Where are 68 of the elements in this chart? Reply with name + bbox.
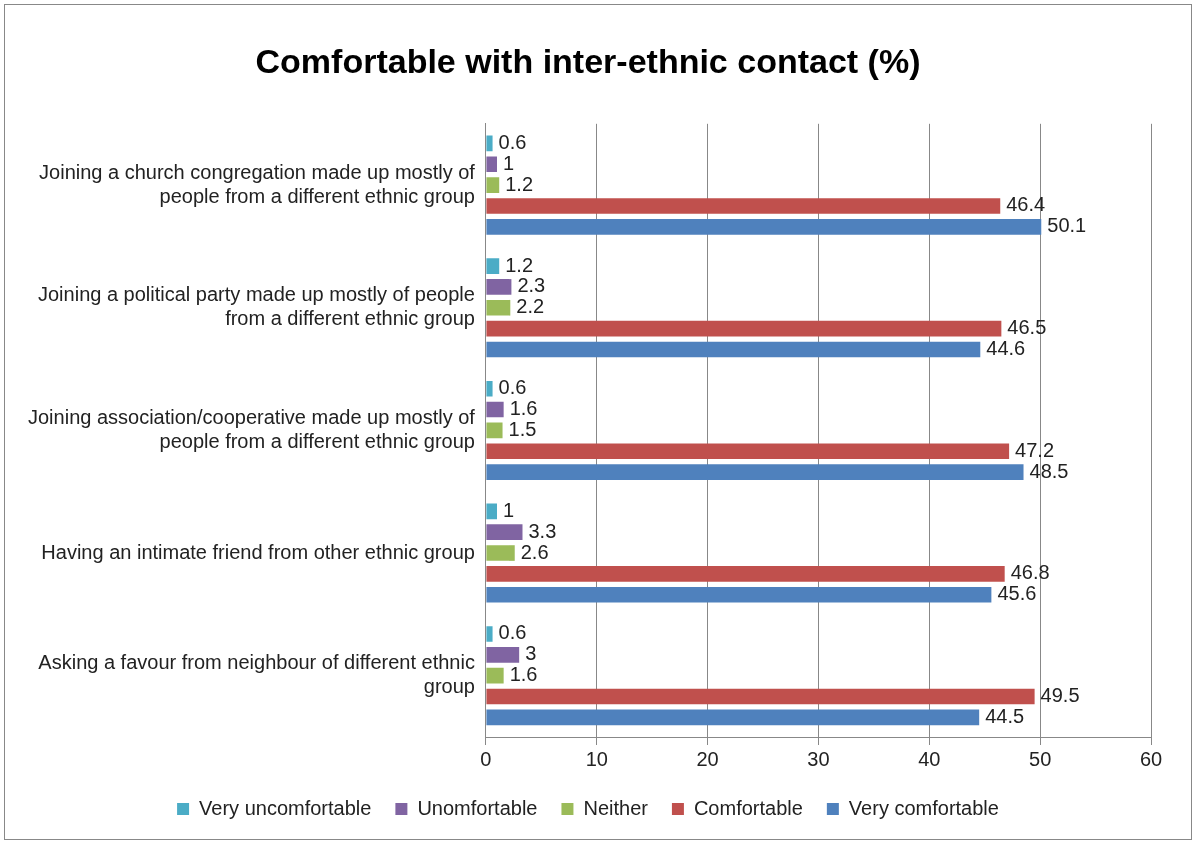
bar	[486, 320, 1002, 337]
data-label: 1.6	[509, 397, 538, 420]
x-tick-label: 0	[480, 747, 492, 770]
data-label: 2.3	[517, 274, 546, 297]
data-label: 0.6	[498, 376, 527, 399]
data-label: 49.5	[1040, 684, 1080, 707]
x-tick-label: 50	[1029, 747, 1052, 770]
data-label: 46.8	[1010, 561, 1050, 584]
data-label: 1	[503, 151, 515, 174]
data-label: 1	[503, 498, 515, 521]
bar	[486, 545, 515, 561]
bar	[486, 647, 520, 663]
x-tick-label: 40	[918, 747, 941, 770]
bar	[486, 219, 1042, 235]
bar	[486, 524, 523, 541]
data-label: 50.1	[1047, 214, 1087, 237]
data-label: 1.2	[505, 172, 534, 195]
bar	[486, 443, 1010, 460]
bar	[486, 299, 511, 316]
bar	[486, 688, 1035, 705]
x-tick-label: 10	[585, 747, 608, 770]
bar	[486, 258, 500, 274]
data-label: 1.5	[508, 417, 537, 440]
bar	[486, 709, 980, 726]
data-label: 48.5	[1029, 459, 1069, 482]
y-tick-label: Joining a church congregation made up mostly of people from a different ethnic group	[39, 160, 476, 207]
bar	[486, 341, 981, 358]
data-label: 45.6	[997, 582, 1037, 605]
x-tick-label: 30	[807, 747, 830, 770]
data-label: 46.4	[1006, 193, 1046, 216]
x-tick-label: 60	[1139, 747, 1163, 770]
bar	[486, 586, 992, 603]
data-label: 44.5	[985, 704, 1025, 727]
legend-label: Comfortable	[693, 796, 803, 819]
data-label: 46.5	[1007, 316, 1047, 339]
y-tick-label: Joining a political party made up mostly of people from a different ethnic group	[37, 283, 475, 330]
chart-title: Comfortable with inter-ethnic contact (%)	[255, 41, 921, 80]
data-label: 3	[525, 642, 537, 665]
data-label: 2.2	[516, 295, 545, 318]
bar	[486, 380, 493, 397]
legend-label: Very comfortable	[848, 796, 999, 819]
bar	[486, 566, 1005, 582]
data-label: 0.6	[498, 621, 527, 644]
data-label: 0.6	[498, 130, 527, 153]
data-label: 1.2	[505, 253, 534, 276]
legend-label: Very uncomfortable	[199, 796, 372, 819]
bar	[486, 198, 1001, 214]
data-label: 2.6	[520, 540, 549, 563]
bar	[486, 422, 503, 439]
bar	[486, 135, 493, 152]
bar	[486, 177, 500, 193]
y-tick-label: Asking a favour from neighbour of different ethnic group	[38, 651, 475, 698]
bar	[486, 626, 493, 642]
bar	[486, 503, 497, 520]
y-tick-label: Having an intimate friend from other ethnic group	[41, 540, 475, 563]
data-label: 1.6	[509, 663, 538, 686]
bar	[486, 401, 504, 418]
bar	[486, 464, 1024, 480]
bar	[486, 667, 504, 684]
data-label: 47.2	[1015, 438, 1055, 461]
y-tick-label: Joining association/cooperative made up mostly of people from a different ethnic group	[27, 405, 476, 452]
legend-label: Neither	[583, 796, 649, 819]
legend-label: Unomfortable	[417, 796, 538, 819]
data-label: 44.6	[986, 336, 1026, 359]
data-label: 3.3	[528, 519, 557, 542]
x-tick-label: 20	[696, 747, 719, 770]
bar	[486, 279, 512, 295]
bar	[486, 156, 497, 173]
